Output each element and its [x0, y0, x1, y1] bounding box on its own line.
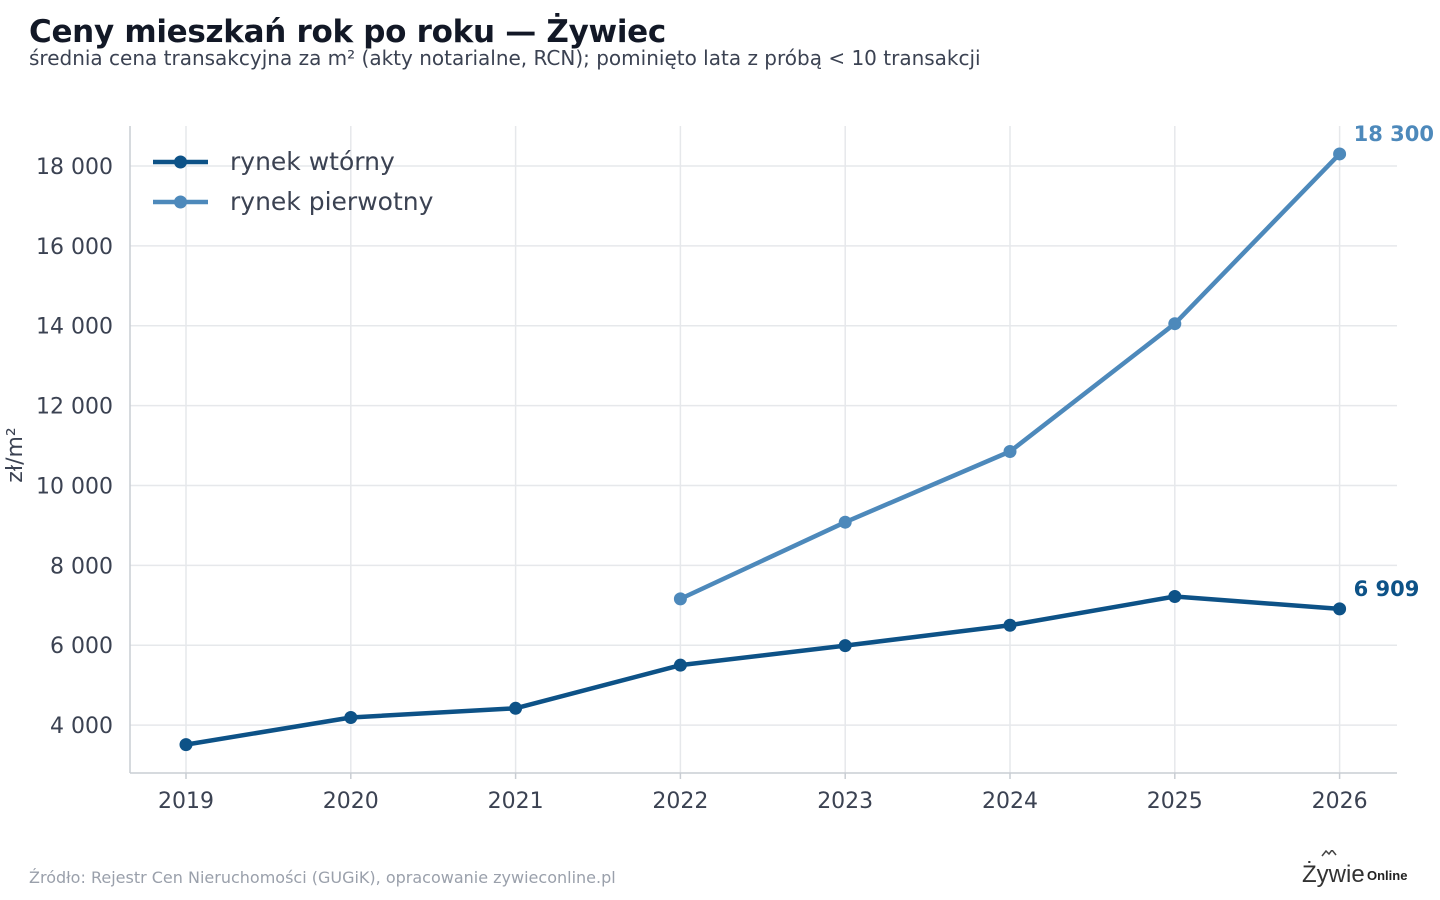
data-point — [179, 738, 193, 752]
y-tick-label: 8 000 — [50, 554, 113, 579]
mountains-icon — [1321, 850, 1337, 857]
svg-text:Online: Online — [1367, 868, 1407, 883]
grid-lines — [130, 126, 1397, 773]
legend: rynek wtórny rynek pierwotny — [153, 147, 434, 216]
data-point — [1168, 317, 1182, 331]
data-point — [1333, 147, 1347, 161]
y-tick-label: 18 000 — [36, 155, 113, 180]
axes: 4 000 6 000 8 000 10 000 12 000 14 000 16 000 1… — [36, 126, 1397, 814]
data-point — [1003, 444, 1017, 458]
y-axis-label: zł/m² — [3, 427, 28, 482]
data-point — [673, 658, 687, 672]
end-value-label: 18 300 — [1354, 122, 1434, 146]
legend-entry-label: rynek wtórny — [230, 147, 395, 176]
y-tick-label: 6 000 — [50, 634, 113, 659]
svg-text:Żywie: Żywie — [1302, 861, 1365, 888]
data-point — [838, 639, 852, 653]
data-point — [509, 701, 523, 715]
x-tick-label: 2023 — [817, 789, 873, 814]
end-value-label: 6 909 — [1354, 577, 1420, 601]
legend-swatch-marker — [174, 195, 187, 209]
x-tick-label: 2026 — [1312, 789, 1368, 814]
data-point — [673, 592, 687, 606]
legend-entry-label: rynek pierwotny — [230, 187, 434, 216]
data-point — [838, 515, 852, 529]
x-tick-label: 2024 — [982, 789, 1038, 814]
y-tick-label: 10 000 — [36, 474, 113, 499]
y-tick-label: 16 000 — [36, 235, 113, 260]
x-tick-label: 2020 — [323, 789, 379, 814]
y-tick-label: 12 000 — [36, 395, 113, 420]
x-tick-label: 2021 — [488, 789, 544, 814]
data-point — [1003, 618, 1017, 632]
data-point — [344, 710, 358, 724]
x-tick-label: 2022 — [652, 789, 708, 814]
legend-swatch-marker — [174, 155, 187, 169]
x-tick-label: 2025 — [1147, 789, 1203, 814]
chart-subtitle: średnia cena transakcyjna za m² (akty no… — [29, 46, 981, 70]
series-lines: 6 909 18 300 — [179, 122, 1434, 752]
data-point — [1333, 602, 1347, 616]
y-tick-label: 4 000 — [50, 714, 113, 739]
series-line-secondary — [183, 594, 1342, 747]
data-point — [1168, 589, 1182, 603]
chart-title: Ceny mieszkań rok po roku — Żywiec — [29, 14, 666, 50]
x-tick-label: 2019 — [158, 789, 214, 814]
y-tick-label: 14 000 — [36, 315, 113, 340]
zywieconline-logo: Żywie Online — [1302, 850, 1407, 888]
source-note: Źródło: Rejestr Cen Nieruchomości (GUGiK… — [29, 868, 616, 887]
